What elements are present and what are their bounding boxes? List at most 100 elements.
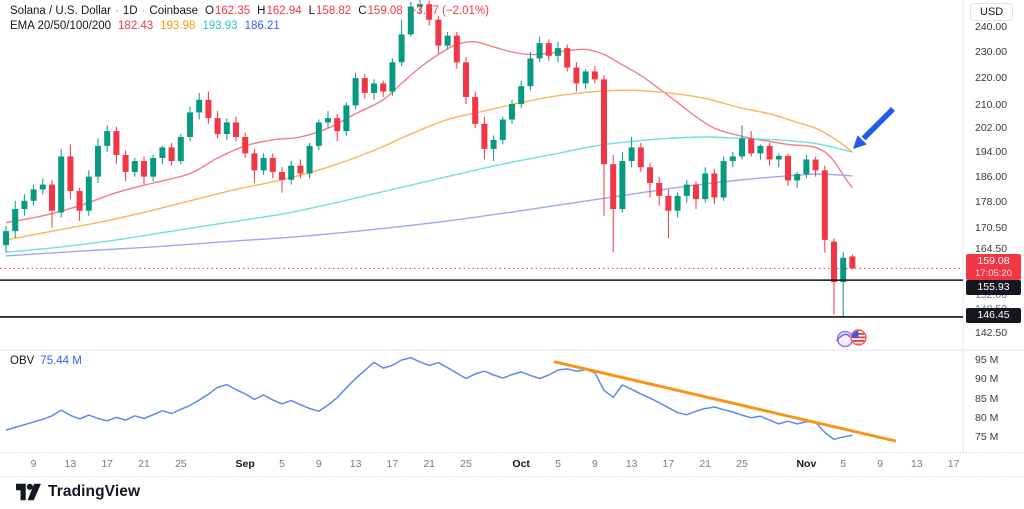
price-axis-label: 194.00 <box>975 145 1008 158</box>
ema-value: 186.21 <box>244 20 280 32</box>
interval-label[interactable]: 1D <box>122 5 138 17</box>
arrow-annotation[interactable] <box>853 107 895 149</box>
candle-body <box>361 78 368 93</box>
swirl-tail <box>835 333 851 342</box>
arrow-shaft <box>861 107 895 141</box>
candle-body <box>398 34 405 63</box>
ema50-line[interactable] <box>5 89 853 241</box>
candle-body <box>831 241 837 283</box>
candle-body <box>509 103 515 120</box>
time-axis-label: 13 <box>64 458 77 470</box>
candle-body <box>775 155 782 160</box>
price-axis[interactable]: USD 240.00 230.00 220.00 210.00 202.00 194.00… <box>963 0 1024 477</box>
candle-body <box>582 71 589 84</box>
candle-body <box>766 145 773 160</box>
ohlc-price: 159.08 <box>367 5 403 17</box>
level-price-badge: 155.93 <box>966 279 1021 295</box>
ema200-line[interactable] <box>5 173 853 257</box>
candle-body <box>251 153 258 171</box>
sticker-annotation[interactable] <box>835 329 867 348</box>
price-axis-label: 170.50 <box>975 221 1008 234</box>
price-axis-label: 164.50 <box>975 242 1008 255</box>
candle-body <box>637 147 644 168</box>
time-axis-label: 17 <box>386 458 399 470</box>
time-axis-label: 21 <box>699 458 712 470</box>
obv-axis-label: 85 M <box>975 392 999 405</box>
candle-body <box>665 195 672 211</box>
candle-body <box>159 147 166 158</box>
candle-body <box>205 99 212 119</box>
candle-body <box>518 86 525 104</box>
ema100-line[interactable] <box>5 136 853 253</box>
candle-body <box>315 122 322 146</box>
obv-legend[interactable]: OBV 75.44 M <box>10 355 82 367</box>
candle-body <box>785 155 791 181</box>
time-axis-label: 25 <box>460 458 472 470</box>
time-axis[interactable]: 9 13 17 21 25 Sep 5 9 13 17 21 25 Oct 5 9 13 17 21 25 Nov 5 9… <box>0 452 1024 477</box>
time-axis-label: 21 <box>138 458 150 470</box>
tradingview-logo-icon <box>16 483 41 501</box>
time-axis-label: 5 <box>555 458 561 470</box>
time-axis-label: 25 <box>174 458 187 470</box>
symbol-title[interactable]: Solana / U.S. Dollar <box>10 5 111 17</box>
candle-body <box>564 48 571 68</box>
candle-body <box>39 184 46 190</box>
time-axis-label: 17 <box>662 458 675 470</box>
time-axis-label: 17 <box>947 458 960 470</box>
candle-body <box>196 99 203 113</box>
candle-body <box>748 138 755 154</box>
time-axis-label: 21 <box>423 458 436 470</box>
candle-body <box>545 43 552 56</box>
candle-body <box>279 171 285 180</box>
candle-body <box>444 35 451 46</box>
candle-body <box>601 79 607 165</box>
candle-body <box>499 119 506 140</box>
candle-body <box>555 48 561 56</box>
tradingview-logo[interactable]: TradingView <box>16 483 140 501</box>
obv-axis-label: 95 M <box>975 354 999 366</box>
ohlc-values: O162.35 H162.94 L158.82 C159.08 <box>198 5 403 17</box>
candle-body <box>453 35 460 63</box>
ema-row[interactable]: EMA 20/50/100/200 182.43 193.98 193.93 186.2… <box>10 19 489 34</box>
candle-body <box>343 105 350 132</box>
symbol-row[interactable]: Solana / U.S. Dollar · 1D · Coinbase O162.35 H… <box>10 4 489 19</box>
candle-body <box>141 161 147 177</box>
candle-body <box>417 4 423 7</box>
obv-trendline[interactable] <box>553 360 897 443</box>
exchange-label[interactable]: Coinbase <box>149 5 198 17</box>
ema-label[interactable]: EMA 20/50/100/200 <box>10 20 112 32</box>
price-axis-label: 210.00 <box>975 99 1008 112</box>
candle-body <box>12 209 19 232</box>
time-axis-month-label: Sep <box>235 458 255 470</box>
time-axis-label: 9 <box>315 458 322 470</box>
candle-body <box>628 147 635 162</box>
price-axis-label: 202.00 <box>975 122 1008 135</box>
ohlc-price: 158.82 <box>316 5 352 17</box>
time-axis-label: 13 <box>910 458 923 470</box>
last-price-badge: 159.08 17:05:20 <box>966 254 1021 281</box>
symbol-legend[interactable]: Solana / U.S. Dollar · 1D · Coinbase O162.35 H… <box>10 4 489 34</box>
obv-label[interactable]: OBV <box>10 355 35 367</box>
candle-body <box>233 122 239 137</box>
candle-body <box>21 200 28 210</box>
candle-body <box>435 19 442 46</box>
candle-body <box>297 165 304 174</box>
currency-toggle-button[interactable]: USD <box>970 3 1014 21</box>
candle-body <box>104 131 111 146</box>
candle-body <box>803 159 810 175</box>
candle-body <box>371 83 377 93</box>
candle-body <box>67 156 74 191</box>
candle-body <box>260 157 267 171</box>
obv-axis-label: 80 M <box>975 411 999 424</box>
time-axis-label: 13 <box>349 458 362 470</box>
candles-layer[interactable] <box>3 0 856 318</box>
candle-body <box>683 184 690 196</box>
time-axis-label: 9 <box>591 458 598 470</box>
obv-line[interactable] <box>5 356 853 441</box>
candle-body <box>49 184 55 211</box>
candle-body <box>187 112 193 137</box>
candle-body <box>334 118 341 132</box>
time-axis-label: 25 <box>736 458 748 470</box>
countdown-timer: 17:05:20 <box>975 268 1012 280</box>
